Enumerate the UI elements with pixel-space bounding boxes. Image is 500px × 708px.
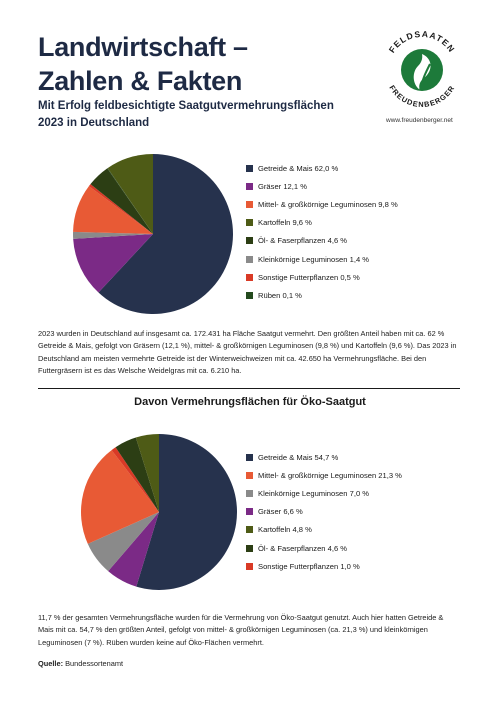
legend-swatch — [246, 471, 253, 479]
page-subtitle: Mit Erfolg feldbesichtigte Saatgutvermeh… — [38, 98, 368, 132]
legend-label: Kleinkörnige Leguminosen 1,4 % — [258, 254, 370, 264]
legend-label: Kartoffeln 9,6 % — [258, 218, 312, 228]
legend-swatch — [246, 508, 253, 516]
legend-label: Getreide & Mais 54,7 % — [258, 452, 339, 462]
legend-item: Sonstige Futterpflanzen 0,5 % — [246, 268, 398, 286]
legend-swatch — [246, 453, 253, 461]
legend-item: Getreide & Mais 62,0 % — [246, 159, 398, 177]
legend-label: Getreide & Mais 62,0 % — [258, 163, 339, 173]
legend-swatch — [246, 544, 253, 552]
legend-swatch — [246, 200, 253, 208]
legend-label: Sonstige Futterpflanzen 0,5 % — [258, 272, 360, 282]
pie-slice-mittel-gro-k-rnige-leguminosen — [81, 450, 159, 544]
pie-slice-gr-ser — [108, 512, 159, 587]
legend-swatch — [246, 526, 253, 534]
legend-swatch — [246, 489, 253, 497]
legend-item: Kleinkörnige Leguminosen 7,0 % — [246, 484, 402, 502]
legend-oeko: Getreide & Mais 54,7 % Mittel- & großkörn… — [246, 448, 402, 575]
legend-label: Öl- & Faserpflanzen 4,6 % — [258, 236, 348, 246]
legend-swatch — [246, 164, 253, 172]
pie-slice-kleink-rnige-leguminosen — [87, 512, 159, 572]
legend-item: Kleinkörnige Leguminosen 1,4 % — [246, 250, 398, 268]
legend-label: Kartoffeln 4,8 % — [258, 525, 312, 535]
pie-slice-l-faserpflanzen — [115, 437, 159, 512]
pie-slice-sonstige-futterpflanzen — [88, 184, 153, 234]
source-note: Quelle: Bundessortenamt — [38, 659, 123, 668]
paragraph-oeko: 11,7 % der gesamten Vermehrungsfläche wu… — [38, 613, 444, 647]
logo-url: www.freudenberger.net — [386, 117, 453, 124]
section-divider — [38, 388, 460, 389]
legend-item: Gräser 6,6 % — [246, 503, 402, 521]
subtitle-line-1: Mit Erfolg feldbesichtigte Saatgutvermeh… — [38, 100, 334, 112]
pie-slice-kartoffeln — [135, 434, 159, 512]
legend-swatch — [246, 237, 253, 245]
legend-item: Gräser 12,1 % — [246, 177, 398, 195]
legend-total: Getreide & Mais 62,0 % Gräser 12,1 % Mitte… — [246, 159, 398, 305]
pie-slice-r-ben — [107, 168, 153, 234]
legend-swatch — [246, 291, 253, 299]
legend-item: Öl- & Faserpflanzen 4,6 % — [246, 232, 398, 250]
legend-item: Mittel- & großkörnige Leguminosen 9,8 % — [246, 195, 398, 213]
legend-label: Mittel- & großkörnige Leguminosen 9,8 % — [258, 199, 398, 209]
legend-item: Rüben 0,1 % — [246, 286, 398, 304]
legend-item: Sonstige Futterpflanzen 1,0 % — [246, 557, 402, 575]
legend-swatch — [246, 562, 253, 570]
section-title-oeko: Davon Vermehrungsflächen für Öko-Saatgut — [134, 396, 366, 408]
paragraph-total: 2023 wurden in Deutschland auf insgesamt… — [38, 329, 457, 376]
title-line-1: Landwirtschaft – — [38, 32, 248, 62]
logo-leaf-icon — [413, 54, 431, 90]
source-text: Bundessortenamt — [63, 659, 124, 668]
pie-chart-total — [73, 154, 233, 314]
legend-label: Rüben 0,1 % — [258, 290, 302, 300]
legend-item: Mittel- & großkörnige Leguminosen 21,3 % — [246, 466, 402, 484]
legend-label: Gräser 12,1 % — [258, 181, 307, 191]
legend-item: Kartoffeln 4,8 % — [246, 521, 402, 539]
legend-label: Öl- & Faserpflanzen 4,6 % — [258, 543, 348, 553]
legend-swatch — [246, 219, 253, 227]
legend-label: Mittel- & großkörnige Leguminosen 21,3 % — [258, 470, 402, 480]
pie-slice-getreide-mais — [136, 434, 237, 590]
legend-item: Öl- & Faserpflanzen 4,6 % — [246, 539, 402, 557]
legend-item: Getreide & Mais 54,7 % — [246, 448, 402, 466]
title-line-2: Zahlen & Fakten — [38, 66, 243, 96]
legend-swatch — [246, 273, 253, 281]
legend-swatch — [246, 182, 253, 190]
pie-slice-getreide-mais — [98, 154, 233, 314]
freudenberger-logo: FELDSAATEN FREUDENBERGER — [387, 29, 456, 109]
legend-label: Gräser 6,6 % — [258, 507, 303, 517]
subtitle-line-2: 2023 in Deutschland — [38, 117, 150, 129]
logo-stem-icon — [419, 63, 431, 91]
page-title: Landwirtschaft – Zahlen & Fakten — [38, 30, 338, 98]
pie-slice-kartoffeln — [107, 154, 153, 234]
legend-label: Sonstige Futterpflanzen 1,0 % — [258, 561, 360, 571]
pie-slice-kleink-rnige-leguminosen — [73, 231, 153, 239]
pie-slice-l-faserpflanzen — [90, 168, 153, 234]
pie-slice-sonstige-futterpflanzen — [111, 447, 159, 512]
legend-label: Kleinkörnige Leguminosen 7,0 % — [258, 488, 370, 498]
pie-chart-oeko — [81, 434, 237, 590]
legend-item: Kartoffeln 9,6 % — [246, 214, 398, 232]
legend-swatch — [246, 255, 253, 263]
source-label: Quelle: — [38, 659, 64, 668]
pie-slice-mittel-gro-k-rnige-leguminosen — [73, 186, 153, 234]
pie-slice-gr-ser — [73, 234, 153, 293]
